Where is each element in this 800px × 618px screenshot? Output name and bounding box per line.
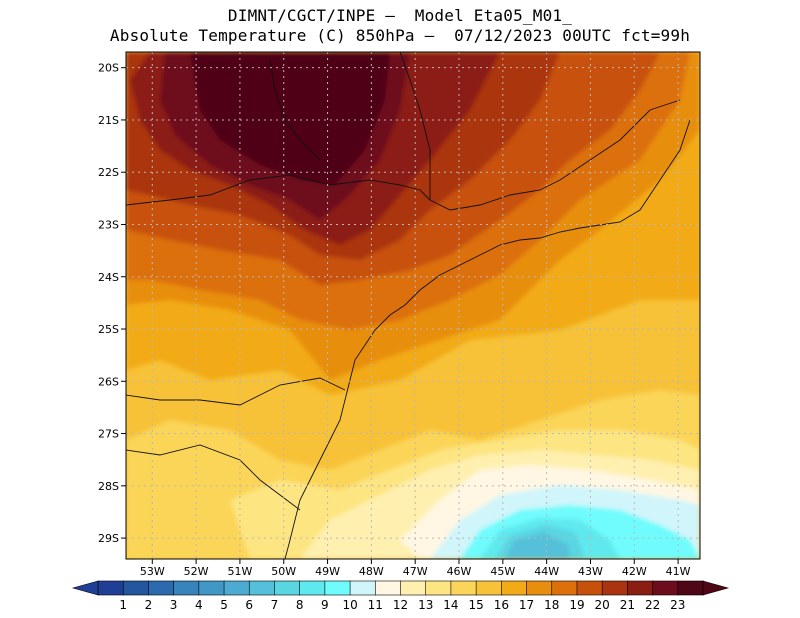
- lon-label: 47W: [403, 565, 428, 578]
- colorbar-segment: [677, 580, 704, 596]
- colorbar-segment: [425, 580, 452, 596]
- lon-label: 44W: [534, 565, 559, 578]
- lon-label: 45W: [490, 565, 515, 578]
- lat-label: 28S: [98, 480, 119, 493]
- state-border-1: [126, 174, 431, 206]
- colorbar-segment: [122, 580, 150, 596]
- colorbar-segment: [349, 580, 377, 596]
- colorbar-segment: [97, 580, 125, 596]
- lon-label: 49W: [315, 565, 340, 578]
- colorbar-label: 3: [170, 598, 178, 612]
- lon-label: 53W: [140, 565, 165, 578]
- title-line-2: Absolute Temperature (C) 850hPa – 07/12/…: [109, 26, 691, 45]
- colorbar-label: 14: [443, 598, 458, 612]
- latitude-labels: 20S 21S 22S 23S 24S 25S 26S 27S 28S 29S: [98, 62, 119, 545]
- colorbar-segment: [274, 580, 301, 596]
- colorbar-segment: [198, 580, 225, 596]
- lat-label: 29S: [98, 532, 119, 545]
- colorbar-label: 6: [245, 598, 253, 612]
- lat-label: 26S: [98, 375, 119, 388]
- colorbar-label: 21: [620, 598, 635, 612]
- colorbar-segment: [475, 580, 503, 596]
- colorbar-label: 20: [595, 598, 610, 612]
- colorbar-segment: [400, 580, 427, 596]
- lon-label: 51W: [227, 565, 252, 578]
- coastline-and-borders: [126, 52, 691, 559]
- longitude-labels: 53W 52W 51W 50W 49W 48W 47W 46W 45W 44W 43W 42W 41W: [140, 565, 691, 578]
- colorbar-label: 2: [145, 598, 153, 612]
- colorbar-segment: [652, 580, 679, 596]
- colorbar-segment: [374, 580, 402, 596]
- colorbar-segment: [173, 580, 200, 596]
- lat-label: 21S: [98, 114, 119, 127]
- lon-label: 41W: [666, 565, 691, 578]
- colorbar-label: 10: [342, 598, 357, 612]
- colorbar: 1 2 3 4 5 6 7 8 9 10 11 12 13 14 15 16 17 18 19 20 21 22 23: [71, 580, 730, 612]
- grid-lines: [126, 52, 700, 559]
- lon-label: 52W: [184, 565, 209, 578]
- lon-label: 42W: [622, 565, 647, 578]
- colorbar-label: 18: [544, 598, 559, 612]
- colorbar-segment: [148, 580, 175, 596]
- temperature-field: [126, 52, 700, 559]
- colorbar-segment: [223, 580, 251, 596]
- colorbar-label: 13: [418, 598, 433, 612]
- colorbar-label: 9: [321, 598, 329, 612]
- colorbar-label: 5: [220, 598, 228, 612]
- colorbar-segment: [299, 580, 326, 596]
- lat-label: 23S: [98, 218, 119, 231]
- lon-label: 50W: [271, 565, 296, 578]
- lon-label: 48W: [359, 565, 384, 578]
- colorbar-arrow-right: [702, 580, 730, 596]
- colorbar-label: 16: [494, 598, 509, 612]
- lat-label: 25S: [98, 323, 119, 336]
- map-frame: [125, 51, 701, 560]
- title-line-1: DIMNT/CGCT/INPE – Model Eta05_M01_: [227, 6, 573, 25]
- band-7: [505, 533, 570, 559]
- state-border-4: [399, 52, 681, 211]
- colorbar-segment: [501, 580, 528, 596]
- lat-label: 20S: [98, 62, 119, 75]
- colorbar-label: 7: [271, 598, 279, 612]
- colorbar-label: 4: [195, 598, 203, 612]
- colorbar-label: 15: [468, 598, 483, 612]
- state-border-5: [269, 59, 321, 161]
- colorbar-segment: [450, 580, 477, 596]
- colorbar-segment: [551, 580, 578, 596]
- state-border-2: [126, 377, 346, 406]
- colorbar-label: 23: [670, 598, 685, 612]
- colorbar-segment: [601, 580, 629, 596]
- axis-ticks: [121, 67, 679, 564]
- lat-label: 27S: [98, 428, 119, 441]
- colorbar-label: 17: [519, 598, 534, 612]
- colorbar-segment: [576, 580, 603, 596]
- lat-label: 24S: [98, 271, 119, 284]
- colorbar-arrow-left: [71, 580, 99, 596]
- colorbar-segment: [248, 580, 276, 596]
- lat-label: 22S: [98, 166, 119, 179]
- colorbar-label: 22: [645, 598, 660, 612]
- colorbar-label: 11: [368, 598, 383, 612]
- coastline: [284, 119, 691, 559]
- lon-label: 43W: [578, 565, 603, 578]
- colorbar-label: 12: [393, 598, 408, 612]
- colorbar-label: 8: [296, 598, 304, 612]
- lon-label: 46W: [447, 565, 472, 578]
- colorbar-segment: [526, 580, 553, 596]
- colorbar-segment: [324, 580, 351, 596]
- colorbar-segment: [627, 580, 654, 596]
- band-24: [190, 52, 390, 185]
- colorbar-label: 19: [569, 598, 584, 612]
- colorbar-label: 1: [119, 598, 127, 612]
